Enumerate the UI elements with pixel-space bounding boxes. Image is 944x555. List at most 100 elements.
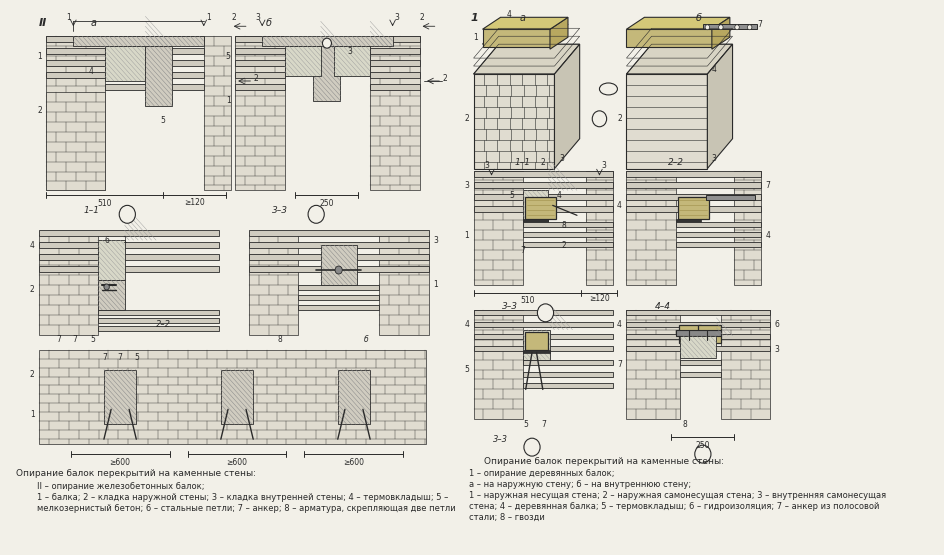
Text: 4: 4 <box>766 231 770 240</box>
Text: 2: 2 <box>30 370 35 379</box>
Bar <box>474 206 613 213</box>
Text: 7: 7 <box>617 360 622 369</box>
Bar <box>523 330 550 360</box>
Bar <box>145 46 172 106</box>
Bar <box>523 350 550 352</box>
Text: 3–3: 3–3 <box>501 302 517 311</box>
Text: 3–3: 3–3 <box>493 435 508 443</box>
Text: 2: 2 <box>254 74 259 83</box>
Bar <box>248 242 429 248</box>
Bar <box>248 266 429 272</box>
Polygon shape <box>627 44 733 74</box>
Bar <box>334 46 370 76</box>
Bar <box>523 223 613 227</box>
Text: a: a <box>90 18 96 28</box>
Bar <box>474 183 613 189</box>
Text: 8: 8 <box>561 221 565 230</box>
Bar <box>586 170 613 285</box>
Text: стали; 8 – гвозди: стали; 8 – гвозди <box>469 513 545 522</box>
Text: 3: 3 <box>255 13 261 22</box>
Bar <box>474 170 523 285</box>
Bar <box>627 29 712 47</box>
Text: 8: 8 <box>278 335 282 344</box>
Text: a: a <box>520 13 526 23</box>
Text: 7: 7 <box>102 353 108 362</box>
Text: Опирание балок перекрытий на каменные стены:: Опирание балок перекрытий на каменные ст… <box>484 457 724 466</box>
Bar <box>474 310 523 419</box>
Bar <box>676 330 721 336</box>
Bar <box>627 310 681 419</box>
Text: 3: 3 <box>601 161 606 170</box>
Bar <box>699 325 721 342</box>
Bar <box>46 92 105 190</box>
Bar <box>523 242 613 247</box>
Bar <box>370 60 419 66</box>
Polygon shape <box>707 44 733 169</box>
Bar <box>313 46 341 101</box>
Circle shape <box>119 205 135 223</box>
Bar <box>40 350 426 444</box>
Bar <box>235 48 285 54</box>
Bar <box>235 36 285 190</box>
Text: 3–3: 3–3 <box>272 206 288 215</box>
Polygon shape <box>554 44 580 169</box>
Bar <box>525 332 548 350</box>
Circle shape <box>718 25 723 30</box>
Text: 1: 1 <box>122 236 127 245</box>
Bar <box>379 235 429 335</box>
Polygon shape <box>482 17 568 29</box>
Text: 510: 510 <box>520 296 534 305</box>
Bar <box>474 334 613 339</box>
Bar <box>235 72 285 78</box>
Text: 1 – балка; 2 – кладка наружной стены; 3 – кладка внутренней стены; 4 – термовкла: 1 – балка; 2 – кладка наружной стены; 3 … <box>38 493 448 502</box>
Bar <box>46 36 105 42</box>
Bar <box>370 84 419 90</box>
Polygon shape <box>482 24 568 44</box>
Polygon shape <box>474 44 580 74</box>
Text: 3: 3 <box>712 154 716 163</box>
Bar <box>474 310 613 315</box>
Bar <box>525 198 556 219</box>
Text: 7: 7 <box>73 335 77 344</box>
Bar <box>40 266 219 272</box>
Bar <box>40 242 219 248</box>
Text: 5: 5 <box>91 335 95 344</box>
Bar <box>676 232 761 237</box>
Bar <box>627 183 761 189</box>
Circle shape <box>537 304 553 322</box>
Bar <box>676 242 761 247</box>
Polygon shape <box>550 17 568 49</box>
Circle shape <box>592 111 607 127</box>
Text: a – на наружную стену; б – на внутреннюю стену;: a – на наружную стену; б – на внутреннюю… <box>469 480 691 489</box>
Text: 5: 5 <box>134 353 139 362</box>
Text: 2: 2 <box>561 241 565 250</box>
Bar <box>627 206 761 213</box>
Text: 3: 3 <box>775 345 780 354</box>
Bar <box>627 322 770 327</box>
Bar <box>474 346 613 351</box>
Bar <box>104 370 136 424</box>
Bar <box>105 60 204 66</box>
Text: б: б <box>696 13 701 23</box>
Text: 2: 2 <box>464 114 469 123</box>
Text: 5: 5 <box>160 117 166 125</box>
Bar <box>474 194 613 200</box>
Bar <box>204 36 230 190</box>
Text: 8: 8 <box>683 420 687 429</box>
Circle shape <box>705 25 710 30</box>
Text: 250: 250 <box>320 199 334 208</box>
Bar <box>681 360 721 365</box>
Bar <box>105 48 204 54</box>
Bar <box>97 326 219 331</box>
Text: 1: 1 <box>471 13 479 23</box>
Circle shape <box>323 38 331 48</box>
Bar <box>627 310 770 315</box>
Bar <box>523 190 548 225</box>
Circle shape <box>695 445 711 463</box>
Bar <box>370 36 419 190</box>
Bar <box>703 24 757 29</box>
Bar <box>40 254 219 260</box>
Bar <box>627 346 770 351</box>
Text: ≥600: ≥600 <box>227 457 247 467</box>
Bar <box>734 170 761 285</box>
